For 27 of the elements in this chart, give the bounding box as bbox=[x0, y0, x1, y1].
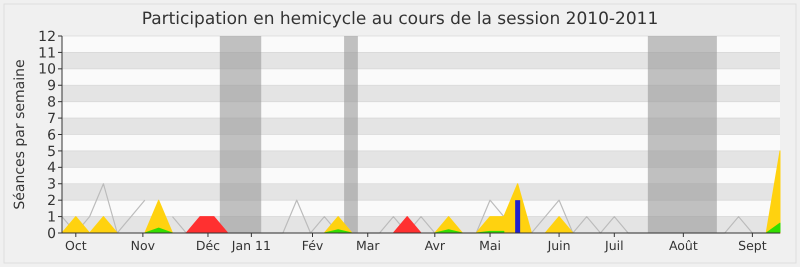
x-tick-label: Juin bbox=[546, 238, 571, 253]
x-tick-label: Juil bbox=[604, 238, 624, 253]
y-tick-label: 11 bbox=[38, 45, 56, 62]
y-tick-label: 3 bbox=[47, 176, 56, 193]
y-tick-label: 9 bbox=[47, 78, 56, 94]
y-tick-label: 7 bbox=[47, 110, 56, 127]
y-axis-title: Séances par semaine bbox=[12, 59, 28, 210]
y-tick-label: 2 bbox=[47, 193, 56, 210]
x-tick-label: Nov bbox=[130, 238, 156, 253]
x-tick-label: Fév bbox=[302, 238, 324, 253]
y-tick-label: 0 bbox=[47, 226, 56, 242]
x-tick-label: Avr bbox=[424, 238, 446, 253]
x-tick-label: Jan 11 bbox=[230, 238, 271, 253]
y-tick-label: 10 bbox=[38, 62, 56, 78]
y-tick-label: 12 bbox=[38, 28, 56, 45]
x-tick-label: Déc bbox=[196, 238, 220, 253]
x-tick-label: Mar bbox=[356, 238, 380, 253]
x-tick-label: Sept bbox=[738, 238, 767, 253]
y-tick-label: 8 bbox=[47, 94, 56, 111]
chart-title: Participation en hemicycle au cours de la session 2010-2011 bbox=[142, 9, 658, 29]
y-tick-label: 5 bbox=[47, 144, 56, 160]
x-tick-label: Oct bbox=[64, 238, 87, 253]
x-tick-label: Août bbox=[668, 238, 698, 253]
y-tick-label: 6 bbox=[47, 127, 56, 144]
y-tick-label: 1 bbox=[47, 209, 56, 226]
y-tick-label: 4 bbox=[47, 160, 56, 176]
x-tick-label: Mai bbox=[479, 238, 501, 253]
